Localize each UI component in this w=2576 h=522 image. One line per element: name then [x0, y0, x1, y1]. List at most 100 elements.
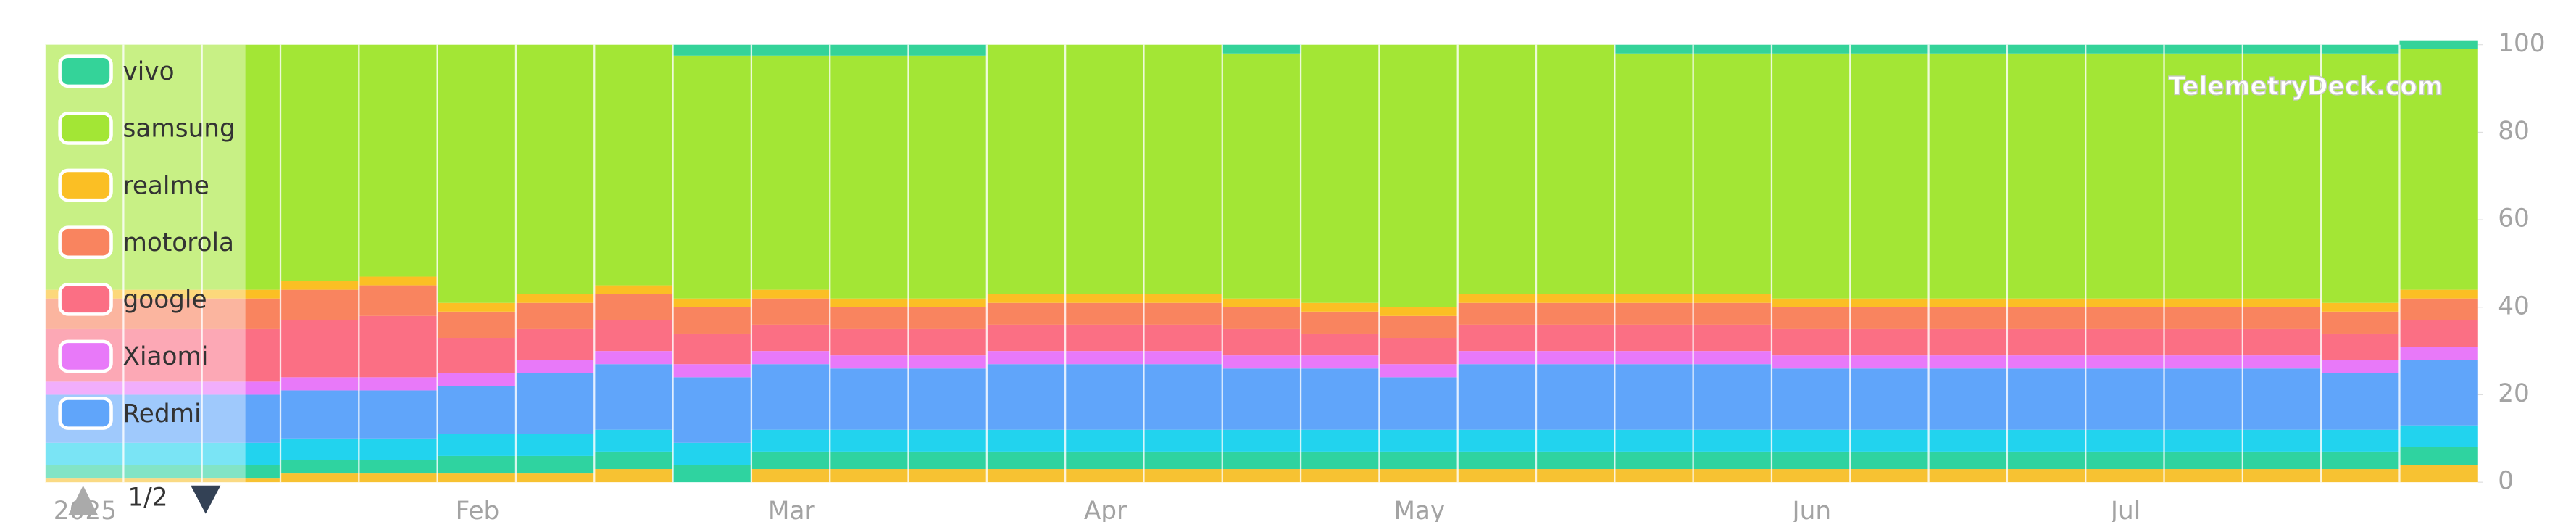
- bar-segment: [1379, 338, 1458, 365]
- bar-segment: [1143, 469, 1222, 483]
- bar-segment: [515, 294, 595, 303]
- bar-segment: [1771, 368, 1851, 430]
- bar-segment: [908, 44, 987, 56]
- bar-segment: [1301, 355, 1380, 369]
- bar-segment: [1143, 294, 1222, 303]
- bar-segment: [1065, 469, 1144, 483]
- bar-segment: [1222, 368, 1301, 430]
- y-tick-label: 0: [2498, 467, 2514, 496]
- bar-segment: [2321, 451, 2400, 470]
- bar-segment: [908, 55, 987, 299]
- bar-segment: [1065, 294, 1144, 303]
- legend-label[interactable]: vivo: [123, 57, 175, 86]
- legend-next[interactable]: [191, 485, 221, 514]
- bar-segment: [2085, 307, 2164, 329]
- bar-segment: [2399, 289, 2478, 299]
- bar-segment: [1850, 429, 1929, 452]
- legend-label[interactable]: motorola: [123, 228, 235, 257]
- bar-segment: [2006, 328, 2086, 356]
- bar-segment: [1693, 294, 1772, 303]
- bar-segment: [437, 455, 516, 474]
- x-tick-label: Mar: [768, 497, 816, 522]
- bar-segment: [2164, 355, 2243, 369]
- bar-segment: [830, 451, 909, 470]
- legend-label[interactable]: samsung: [123, 115, 235, 144]
- bar-segment: [1379, 364, 1458, 378]
- bar-segment: [1850, 44, 1929, 54]
- bar-segment: [594, 469, 673, 483]
- bar-segment: [1693, 364, 1772, 430]
- bar-segment: [830, 355, 909, 369]
- bar-segment: [1693, 44, 1772, 54]
- bar-segment: [830, 44, 909, 56]
- bar-segment: [986, 44, 1066, 294]
- bar-segment: [2085, 368, 2164, 430]
- bar-segment: [1457, 324, 1537, 352]
- legend-label[interactable]: Redmi: [123, 399, 201, 428]
- bar-segment: [515, 434, 595, 456]
- bar-segment: [1693, 429, 1772, 452]
- bar-segment: [280, 473, 359, 483]
- bar-segment: [2164, 44, 2243, 54]
- bar-segment: [1693, 324, 1772, 352]
- bar-segment: [751, 469, 830, 483]
- legend-prev[interactable]: [68, 485, 99, 515]
- legend-label[interactable]: Xiaomi: [123, 342, 209, 371]
- bar-segment: [751, 289, 830, 299]
- bar-segment: [1143, 302, 1222, 325]
- bar-segment: [280, 460, 359, 474]
- y-tick-label: 20: [2498, 379, 2530, 408]
- bar-segment: [1771, 355, 1851, 369]
- bar-segment: [1301, 302, 1380, 312]
- bar-segment: [1457, 469, 1537, 483]
- legend-swatch: [58, 54, 113, 88]
- bar-segment: [594, 351, 673, 365]
- bar-segment: [1143, 451, 1222, 470]
- bar-segment: [908, 355, 987, 369]
- bar-segment: [1850, 469, 1929, 483]
- bar-segment: [1301, 311, 1380, 334]
- bar-segment: [2242, 368, 2322, 430]
- bar-segment: [2006, 298, 2086, 307]
- bar-segment: [359, 460, 438, 474]
- bar-segment: [1222, 307, 1301, 329]
- bar-segment: [1850, 328, 1929, 356]
- bar-segment: [2085, 469, 2164, 483]
- bar-segment: [830, 307, 909, 329]
- bar-segment: [1771, 469, 1851, 483]
- bar-segment: [280, 44, 359, 281]
- bar-segment: [1457, 294, 1537, 303]
- bar-segment: [594, 364, 673, 430]
- bar-segment: [1222, 355, 1301, 369]
- bar-segment: [2006, 469, 2086, 483]
- legend-label[interactable]: google: [123, 286, 207, 315]
- bar-segment: [1301, 469, 1380, 483]
- bar-segment: [908, 368, 987, 430]
- bar-segment: [1850, 298, 1929, 307]
- bar-segment: [1771, 328, 1851, 356]
- legend-label[interactable]: realme: [123, 171, 209, 200]
- bar-segment: [2006, 44, 2086, 54]
- bar-segment: [594, 294, 673, 320]
- bar-segment: [830, 429, 909, 452]
- bar-segment: [1771, 307, 1851, 329]
- bar-segment: [2399, 465, 2478, 483]
- bar-segment: [515, 44, 595, 294]
- y-tick-label: 60: [2498, 204, 2530, 233]
- bar-segment: [2085, 355, 2164, 369]
- bar-segment: [2242, 429, 2322, 452]
- bar-segment: [437, 386, 516, 434]
- bar-segment: [201, 442, 281, 465]
- bar-segment: [1850, 307, 1929, 329]
- bar-segment: [986, 451, 1066, 470]
- bar-segment: [2321, 311, 2400, 334]
- bar-segment: [751, 324, 830, 352]
- bar-segment: [2164, 298, 2243, 307]
- bar-segment: [594, 429, 673, 452]
- bar-segment: [280, 377, 359, 391]
- bar-segment: [1065, 302, 1144, 325]
- bar-segment: [672, 333, 751, 365]
- bar-segment: [1928, 469, 2007, 483]
- bar-segment: [830, 298, 909, 307]
